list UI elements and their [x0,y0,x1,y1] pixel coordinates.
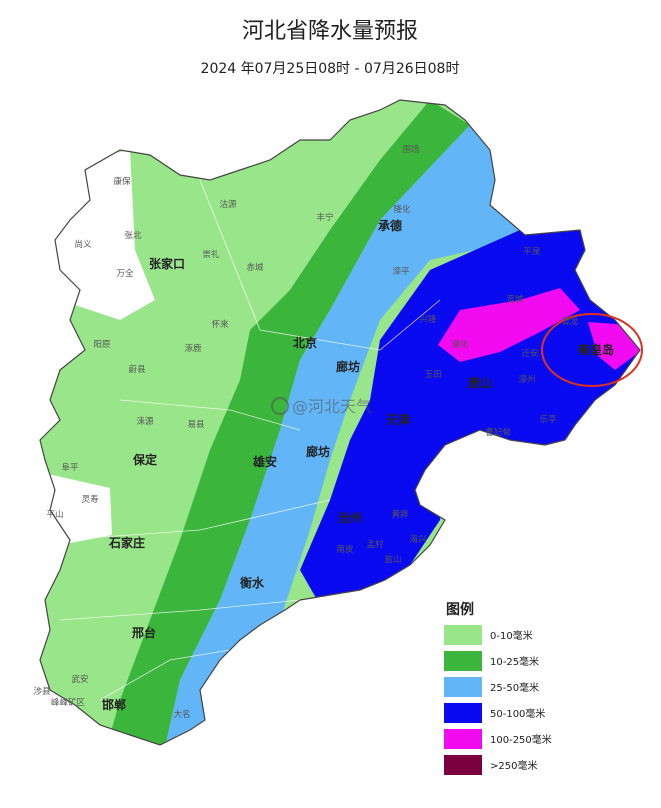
county-label: 沽源 [219,199,237,210]
city-label: 邯郸 [102,697,126,712]
county-label: 阳原 [93,340,110,350]
city-label: 石家庄 [108,535,145,550]
legend-title: 图例 [446,601,474,618]
weibo-icon [271,397,289,415]
county-label: 滦平 [392,266,410,277]
county-label: 盐山 [384,554,401,565]
legend-label: >250毫米 [490,759,537,772]
county-label: 尚义 [74,239,92,250]
city-label: 天津 [386,412,410,427]
county-label: 平泉 [523,246,541,257]
highlight-circle [541,313,643,387]
prefecture-boundary [59,179,441,701]
county-label: 乐亭 [539,414,556,425]
legend-swatch [444,625,482,645]
county-label: 丰宁 [316,212,333,223]
county-label: 遵化 [451,339,469,350]
county-label: 张北 [124,231,142,241]
legend-label: 0-10毫米 [490,629,533,642]
city-label: 保定 [132,452,157,467]
county-label: 峰峰矿区 [51,697,86,708]
county-label: 涉县 [33,686,51,697]
watermark: @河北天气 [271,397,372,416]
county-label: 赤城 [246,263,264,273]
county-label: 万全 [116,268,134,279]
region-50-100 [300,230,640,605]
county-label: 隆化 [393,204,411,215]
city-label: 雄安 [252,454,277,469]
map-subtitle: 2024 年07月25日08时 - 07月26日08时 [201,61,460,77]
legend-label: 10-25毫米 [490,655,539,668]
legend-swatch [444,703,482,723]
county-label: 迁安 [521,348,538,359]
county-label: 黄骅 [391,509,409,520]
city-label: 秦皇岛 [577,342,614,357]
map-title: 河北省降水量预报 [242,19,418,44]
county-label: 阜平 [61,462,79,473]
county-label: 怀来 [211,319,229,330]
legend-label: 50-100毫米 [490,707,545,720]
rain-regions [40,100,640,745]
legend-label: 25-50毫米 [490,681,539,694]
county-label: 涞源 [136,417,154,427]
county-label: 兴隆 [419,314,437,325]
county-label: 海兴 [409,534,427,545]
county-label: 蔚县 [128,364,146,375]
city-label: 张家口 [149,256,185,271]
county-label: 围场 [402,145,419,155]
boundaries [59,179,441,701]
legend-swatch [444,651,482,671]
county-label: 易县 [187,420,205,430]
county-label: 平山 [46,509,63,520]
city-label: 沧州 [338,510,362,525]
county-label: 宽城 [506,294,524,305]
city-label: 廊坊 [336,359,360,374]
county-label: 孟村 [366,539,384,550]
city-label: 衡水 [240,575,265,590]
legend-swatch [444,755,482,775]
county-label: 南皮 [336,544,354,555]
county-label: 崇礼 [202,249,220,260]
county-label: 涿鹿 [184,343,202,354]
legend-label: 100-250毫米 [490,733,552,746]
region-10-25 [100,100,470,745]
legend-swatch [444,729,482,749]
county-label: 灵寿 [81,494,99,505]
county-label: 康保 [113,176,131,187]
legend: 0-10毫米 10-25毫米 25-50毫米 50-100毫米 100-250毫米 >25… [444,625,552,775]
county-label: 武安 [71,674,88,685]
region-25-50 [160,125,520,745]
city-label: 廊坊 [306,444,330,459]
county-label: 大名 [173,709,190,720]
city-label: 邢台 [132,625,156,640]
city-label: 北京 [293,335,317,350]
county-label: 曹妃甸 [485,427,511,438]
region-100-250 [438,288,580,362]
county-label: 滦州 [518,374,535,385]
legend-swatch [444,677,482,697]
county-label: 青龙 [561,316,579,327]
county-label: 玉田 [424,370,441,380]
city-label: 承德 [378,218,402,233]
city-label: 唐山 [468,375,492,390]
watermark-text: @河北天气 [292,397,372,416]
